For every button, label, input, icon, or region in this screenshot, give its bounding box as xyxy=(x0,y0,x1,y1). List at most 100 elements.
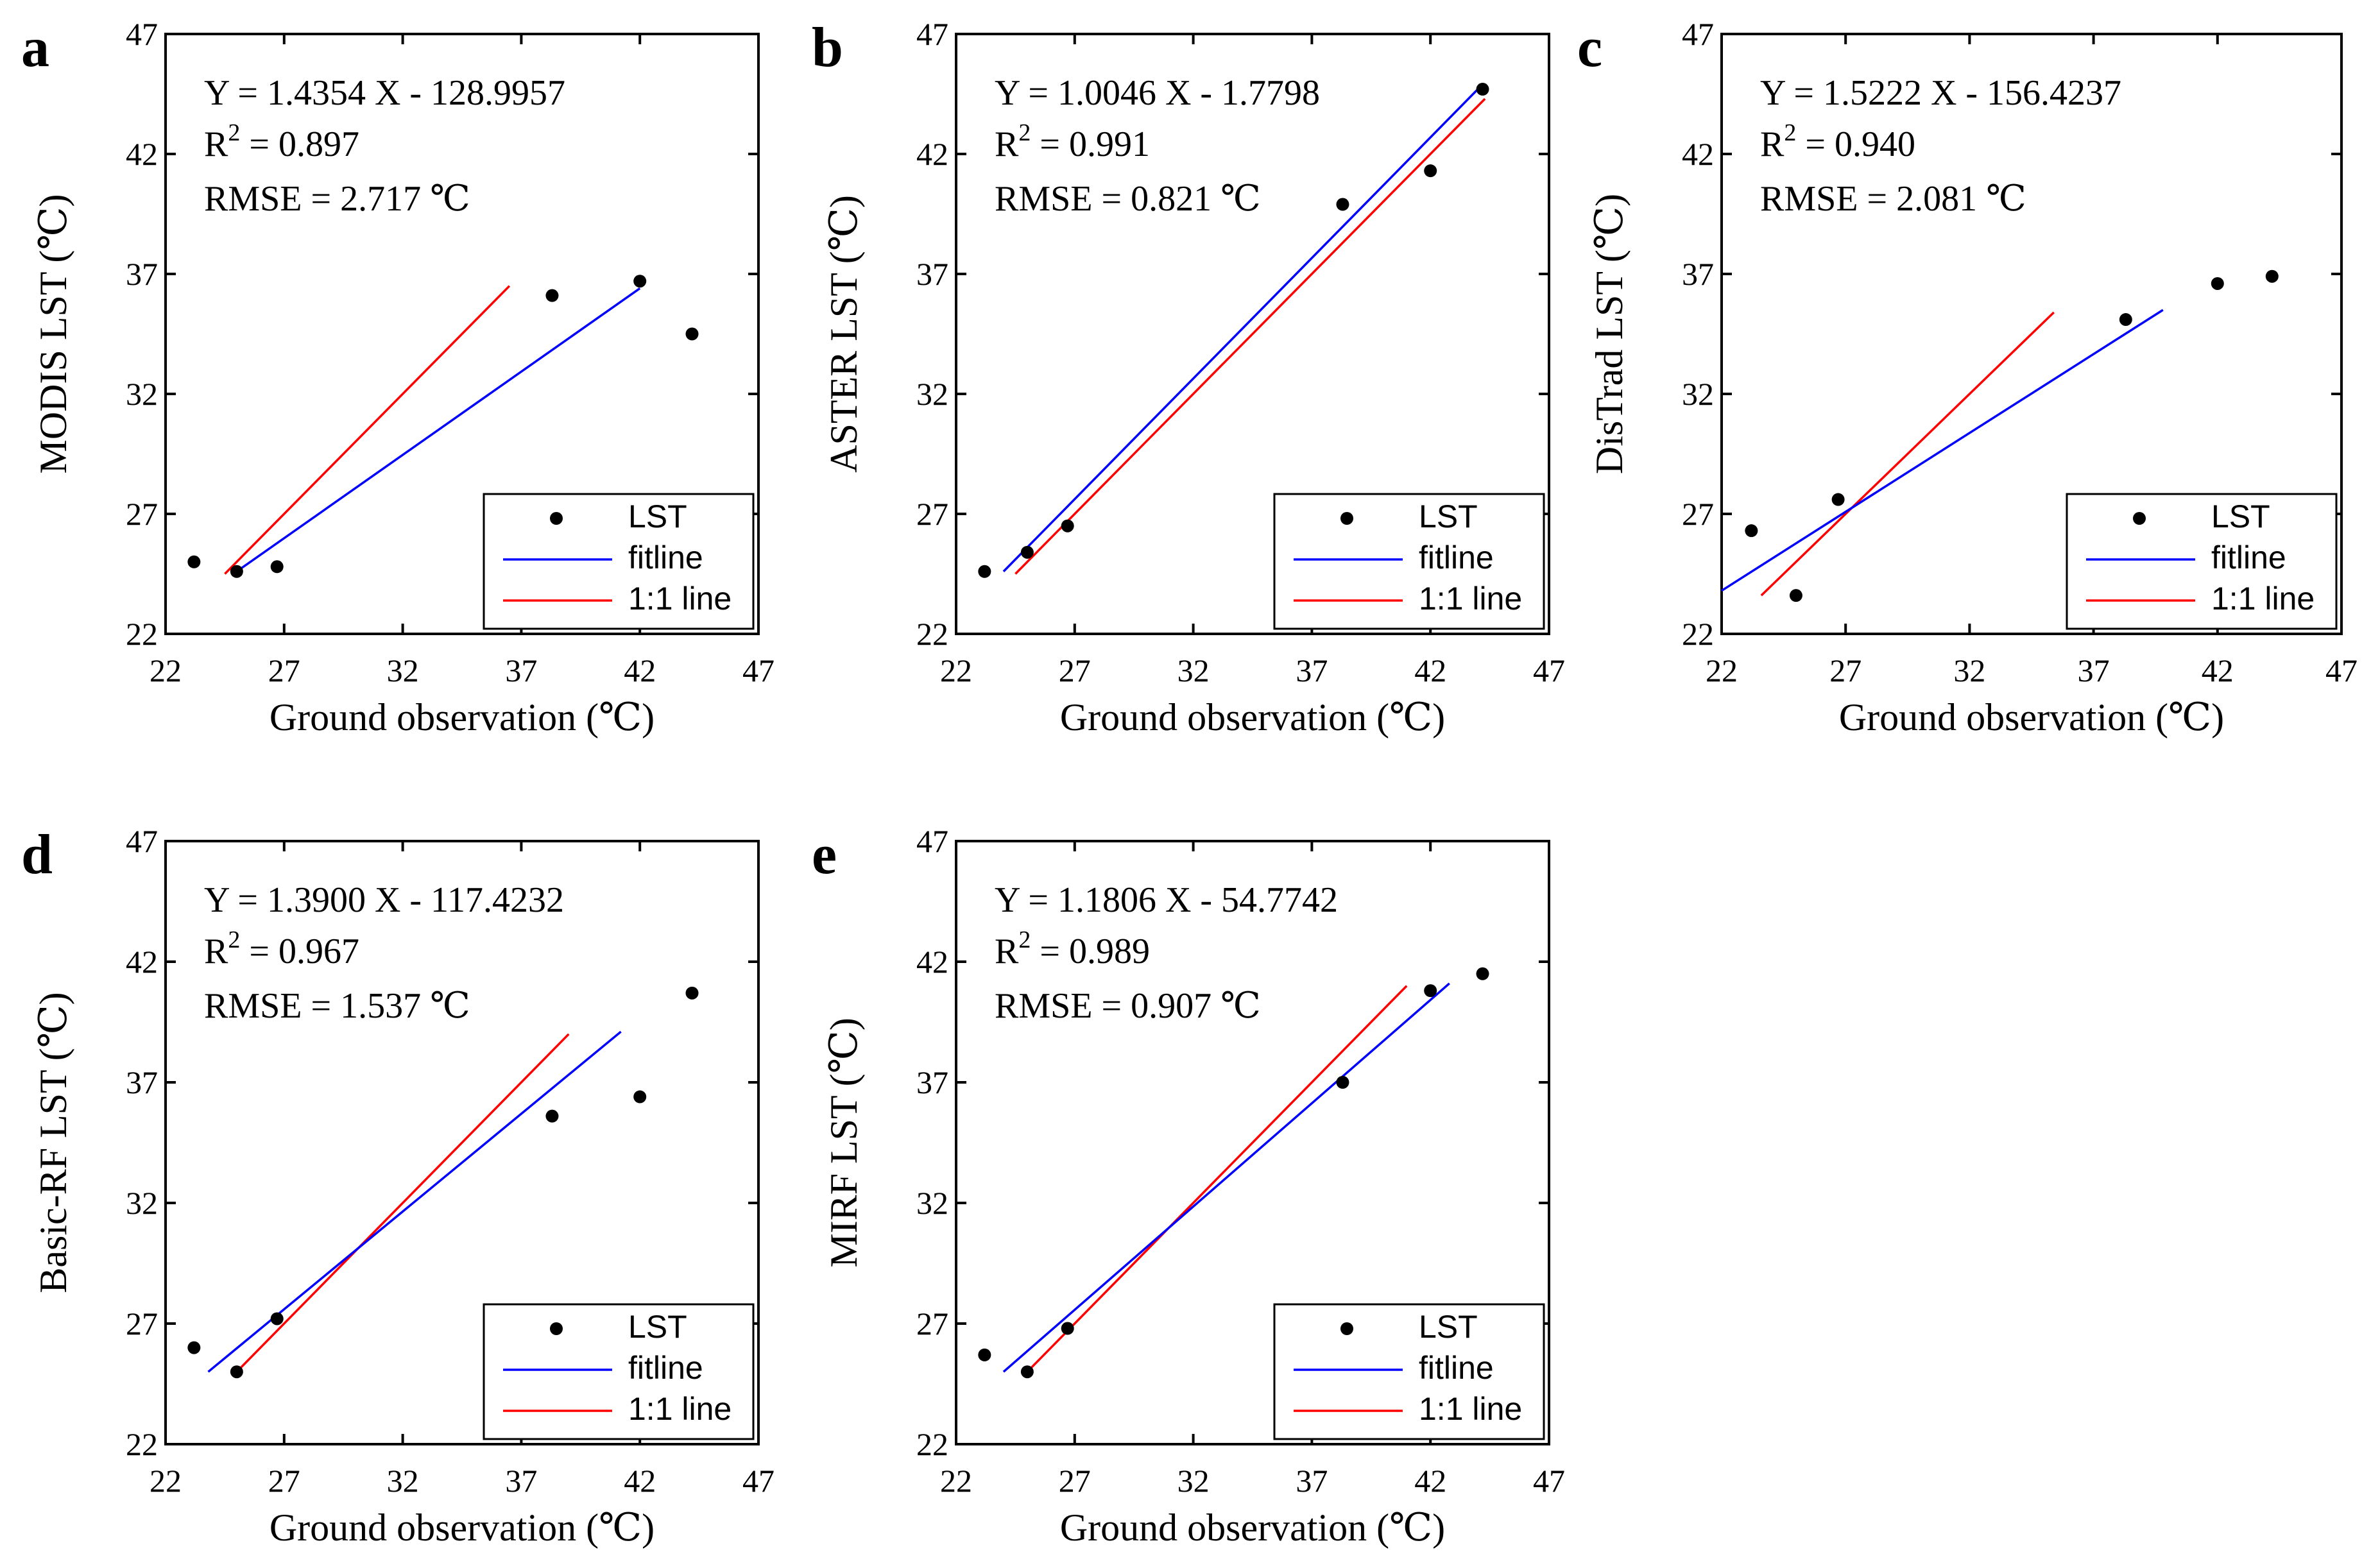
legend: LST fitline 1:1 line xyxy=(1273,1303,1545,1440)
x-tick-label: 22 xyxy=(940,652,972,688)
r-squared-label: R xyxy=(995,124,1019,164)
data-point xyxy=(633,275,647,288)
legend-box xyxy=(483,493,755,630)
x-tick-label: 47 xyxy=(742,652,775,688)
data-point xyxy=(685,327,699,341)
legend-label: fitline xyxy=(628,1350,703,1386)
chart-panel-e: 22 27 32 37 42 47 22 27 32 37 42 47 Ground observati… xyxy=(812,823,1565,1549)
x-tick-label: 47 xyxy=(742,1463,775,1499)
x-tick-label: 32 xyxy=(1177,1463,1210,1499)
axes-box xyxy=(955,33,1550,635)
y-tick-label: 37 xyxy=(1682,256,1714,292)
panel-letter: e xyxy=(812,824,837,886)
y-tick-label: 32 xyxy=(916,376,948,412)
x-tick-label: 37 xyxy=(2078,652,2110,688)
one-to-one-line xyxy=(1760,311,2055,597)
y-axis-label: MODIS LST (℃) xyxy=(32,194,74,473)
x-tick-label: 47 xyxy=(1533,652,1565,688)
chart-panel-d: 22 27 32 37 42 47 22 27 32 37 42 47 Ground observati… xyxy=(21,823,775,1549)
equation-text: Y = 1.5222 X - 156.4237 xyxy=(1760,73,2121,113)
chart-panel-a: 22 27 32 37 42 47 22 27 32 37 42 47 Ground observati… xyxy=(21,16,775,738)
rmse-text: RMSE = 1.537 ℃ xyxy=(204,986,470,1026)
r-squared-superscript: 2 xyxy=(228,926,240,953)
legend-marker-lst xyxy=(1340,1322,1353,1335)
y-tick-label: 47 xyxy=(126,823,158,859)
y-tick-label: 47 xyxy=(126,16,158,52)
x-axis-label: Ground observation (℃) xyxy=(270,1506,655,1549)
x-tick-label: 27 xyxy=(1059,652,1091,688)
x-tick-label: 42 xyxy=(624,1463,656,1499)
axes-box xyxy=(164,840,760,1445)
x-axis-label: Ground observation (℃) xyxy=(1839,696,2224,738)
data-point xyxy=(978,1348,991,1361)
legend-label: 1:1 line xyxy=(1419,581,1522,617)
legend: LST fitline 1:1 line xyxy=(2066,493,2338,630)
y-tick-label: 37 xyxy=(126,256,158,292)
axes-box xyxy=(164,33,760,635)
x-tick-label: 22 xyxy=(150,1463,182,1499)
legend-box xyxy=(1273,493,1545,630)
x-tick-label: 42 xyxy=(1414,652,1446,688)
legend-label: LST xyxy=(628,499,687,534)
data-point xyxy=(545,1109,559,1123)
x-tick-label: 27 xyxy=(1059,1463,1091,1499)
legend-label: LST xyxy=(628,1309,687,1345)
r-squared-text: R2 = 0.940 xyxy=(1760,119,1915,164)
y-tick-label: 42 xyxy=(916,944,948,980)
y-tick-label: 27 xyxy=(126,496,158,532)
equation-text: Y = 1.4354 X - 128.9957 xyxy=(204,73,565,113)
data-point xyxy=(1476,967,1489,980)
y-tick-label: 27 xyxy=(916,496,948,532)
x-axis-label: Ground observation (℃) xyxy=(1060,1506,1445,1549)
legend-box xyxy=(2066,493,2338,630)
y-axis-label: Basic-RF LST (℃) xyxy=(32,992,74,1293)
x-tick-label: 22 xyxy=(150,652,182,688)
panel-letter: d xyxy=(21,824,53,886)
data-point xyxy=(1789,589,1802,602)
y-tick-label: 37 xyxy=(916,256,948,292)
x-tick-label: 37 xyxy=(1296,652,1328,688)
y-tick-label: 47 xyxy=(1682,16,1714,52)
data-point xyxy=(187,555,201,568)
data-point xyxy=(1424,984,1437,998)
data-point xyxy=(1020,545,1034,559)
x-tick-label: 32 xyxy=(1953,652,1985,688)
y-axis-label: DisTrad LST (℃) xyxy=(1588,194,1631,474)
y-tick-label: 32 xyxy=(126,376,158,412)
x-tick-label: 32 xyxy=(1177,652,1210,688)
r-squared-superscript: 2 xyxy=(228,119,240,146)
x-tick-label: 32 xyxy=(387,1463,419,1499)
r-squared-text: R2 = 0.967 xyxy=(204,926,359,971)
chart-panel-b: 22 27 32 37 42 47 22 27 32 37 42 47 Ground observati… xyxy=(812,16,1565,738)
chart-panel-c: 22 27 32 37 42 47 22 27 32 37 42 47 Ground observati… xyxy=(1577,16,2358,738)
panel-letter: c xyxy=(1577,17,1602,79)
x-tick-label: 37 xyxy=(1296,1463,1328,1499)
data-point xyxy=(685,986,699,1000)
y-tick-label: 27 xyxy=(126,1306,158,1342)
legend-label: 1:1 line xyxy=(2211,581,2315,617)
one-to-one-line xyxy=(1026,985,1408,1373)
y-tick-label: 42 xyxy=(126,136,158,172)
y-tick-label: 27 xyxy=(1682,496,1714,532)
y-tick-label: 22 xyxy=(126,616,158,652)
one-to-one-line xyxy=(224,285,511,575)
legend-label: LST xyxy=(2211,499,2270,534)
legend-box xyxy=(1273,1303,1545,1440)
legend-label: 1:1 line xyxy=(628,1391,732,1427)
data-point xyxy=(2265,269,2279,283)
y-tick-label: 42 xyxy=(1682,136,1714,172)
legend-marker-lst xyxy=(2133,512,2146,525)
x-tick-label: 42 xyxy=(1414,1463,1446,1499)
data-point xyxy=(1061,1322,1074,1335)
y-tick-label: 22 xyxy=(916,1426,948,1462)
fit-line xyxy=(1002,88,1479,572)
y-tick-label: 42 xyxy=(916,136,948,172)
x-axis-label: Ground observation (℃) xyxy=(270,696,655,738)
r-squared-label: R xyxy=(995,932,1019,971)
legend-label: 1:1 line xyxy=(628,581,732,617)
data-point xyxy=(978,565,991,578)
rmse-text: RMSE = 0.907 ℃ xyxy=(995,986,1261,1026)
legend: LST fitline 1:1 line xyxy=(483,1303,755,1440)
r-squared-label: R xyxy=(1760,124,1785,164)
